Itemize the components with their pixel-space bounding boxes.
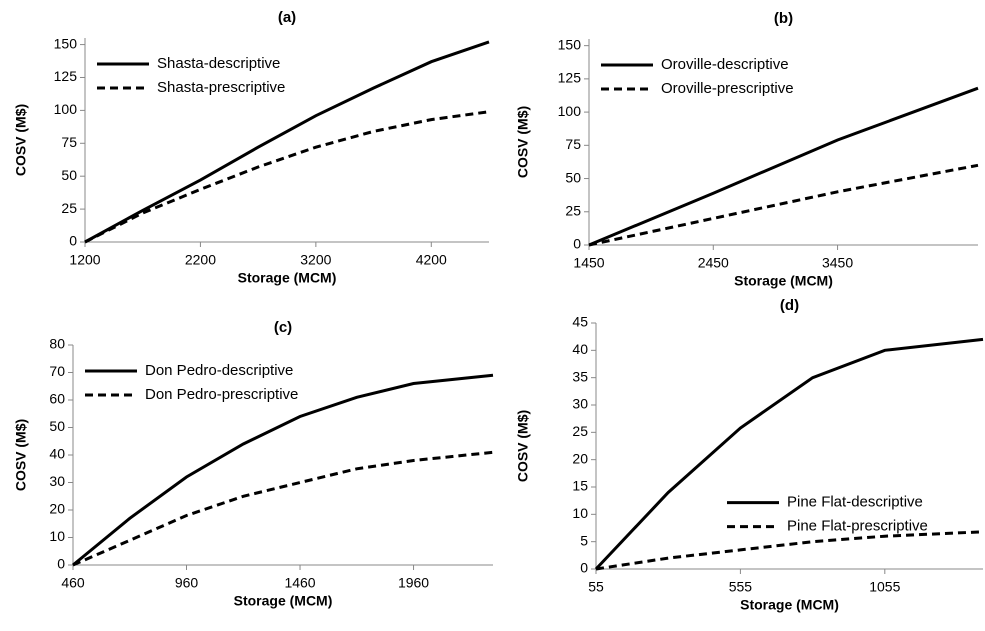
x-tick-label: 55 xyxy=(588,579,604,595)
data-line xyxy=(588,86,979,247)
chart-title: (c) xyxy=(274,319,292,336)
y-tick-label: 0 xyxy=(580,560,588,576)
y-axis-label: COSV (M$) xyxy=(13,419,29,491)
x-tick-label: 2200 xyxy=(185,252,216,268)
y-tick-label: 25 xyxy=(61,200,77,216)
x-tick-label: 555 xyxy=(729,579,753,595)
x-tick-label: 1450 xyxy=(573,255,604,271)
data-line xyxy=(72,450,494,567)
y-tick-label: 0 xyxy=(573,236,581,252)
y-tick-label: 75 xyxy=(61,134,77,150)
y-tick-label: 100 xyxy=(54,101,78,117)
x-tick-label: 960 xyxy=(175,575,199,591)
y-tick-label: 150 xyxy=(558,36,582,52)
x-axis-label: Storage (MCM) xyxy=(238,270,337,286)
legend-label: Don Pedro-descriptive xyxy=(145,362,293,379)
y-tick-label: 150 xyxy=(54,35,78,51)
legend-label: Shasta-descriptive xyxy=(157,55,280,72)
data-line xyxy=(588,163,979,247)
y-tick-label: 20 xyxy=(49,501,65,517)
data-line xyxy=(84,110,490,244)
data-line xyxy=(594,337,984,571)
x-tick-label: 1960 xyxy=(398,575,429,591)
x-tick-label: 1200 xyxy=(69,252,100,268)
y-tick-label: 30 xyxy=(572,396,588,412)
legend-label: Oroville-descriptive xyxy=(661,56,789,73)
y-tick-label: 100 xyxy=(558,103,582,119)
y-tick-label: 125 xyxy=(558,70,582,86)
y-tick-label: 50 xyxy=(49,418,65,434)
x-tick-label: 1460 xyxy=(284,575,315,591)
y-tick-label: 15 xyxy=(572,478,588,494)
x-axis-label: Storage (MCM) xyxy=(234,593,333,609)
y-tick-label: 10 xyxy=(572,505,588,521)
y-tick-label: 40 xyxy=(572,341,588,357)
y-tick-label: 0 xyxy=(57,556,65,572)
x-tick-label: 3200 xyxy=(300,252,331,268)
y-tick-label: 5 xyxy=(580,532,588,548)
y-tick-label: 60 xyxy=(49,391,65,407)
x-tick-label: 2450 xyxy=(698,255,729,271)
chart-title: (b) xyxy=(774,10,793,27)
y-tick-label: 35 xyxy=(572,368,588,384)
x-tick-label: 460 xyxy=(61,575,85,591)
y-tick-label: 70 xyxy=(49,363,65,379)
y-tick-label: 0 xyxy=(69,233,77,249)
legend-label: Pine Flat-descriptive xyxy=(787,494,923,511)
x-axis-label: Storage (MCM) xyxy=(734,273,833,289)
y-tick-label: 30 xyxy=(49,473,65,489)
legend-label: Pine Flat-prescriptive xyxy=(787,518,928,535)
x-tick-label: 3450 xyxy=(822,255,853,271)
x-axis-label: Storage (MCM) xyxy=(740,597,839,613)
data-line xyxy=(72,373,494,567)
y-tick-label: 40 xyxy=(49,446,65,462)
legend-label: Oroville-prescriptive xyxy=(661,80,794,97)
y-tick-label: 10 xyxy=(49,528,65,544)
data-line xyxy=(595,530,984,571)
chart-title: (d) xyxy=(780,297,799,314)
y-tick-label: 25 xyxy=(572,423,588,439)
y-tick-label: 50 xyxy=(565,169,581,185)
y-tick-label: 125 xyxy=(54,68,78,84)
x-tick-label: 4200 xyxy=(416,252,447,268)
y-axis-label: COSV (M$) xyxy=(515,410,531,482)
y-tick-label: 20 xyxy=(572,450,588,466)
y-tick-label: 80 xyxy=(49,336,65,352)
y-axis-label: COSV (M$) xyxy=(515,106,531,178)
legend-label: Don Pedro-prescriptive xyxy=(145,386,298,403)
chart-title: (a) xyxy=(278,9,296,26)
y-axis-label: COSV (M$) xyxy=(13,104,29,176)
y-tick-label: 75 xyxy=(565,136,581,152)
legend-label: Shasta-prescriptive xyxy=(157,79,285,96)
data-line xyxy=(84,40,490,244)
x-tick-label: 1055 xyxy=(869,579,900,595)
y-tick-label: 45 xyxy=(572,314,588,330)
y-tick-label: 25 xyxy=(565,202,581,218)
y-tick-label: 50 xyxy=(61,167,77,183)
